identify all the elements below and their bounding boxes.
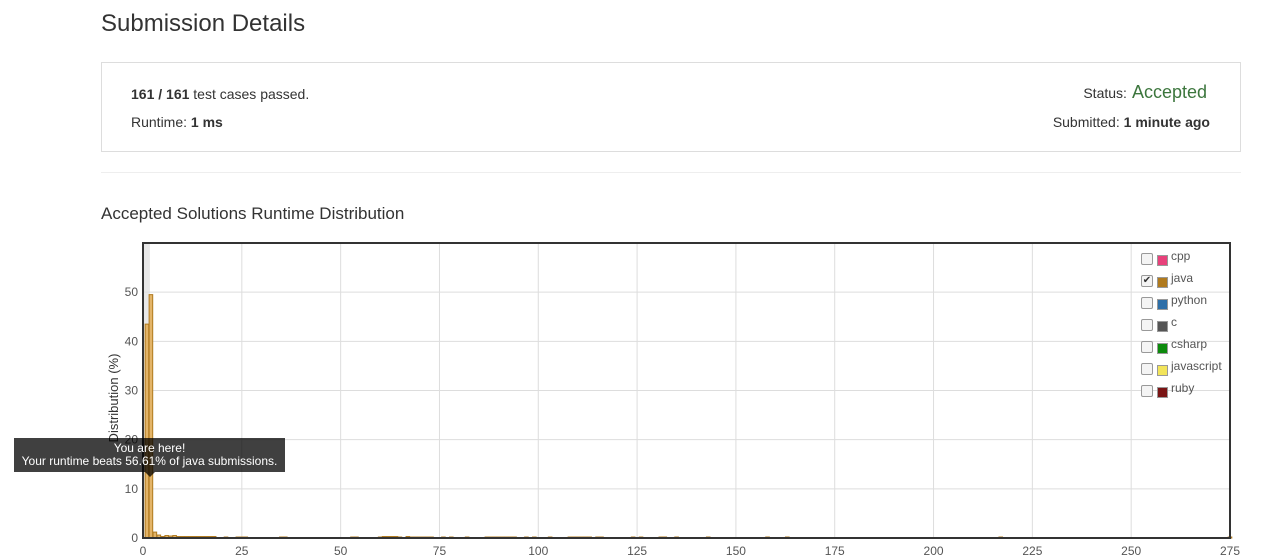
tooltip-arrow xyxy=(145,472,155,477)
legend-checkbox-cpp[interactable] xyxy=(1141,253,1153,265)
runtime-value: 1 ms xyxy=(190,114,223,130)
legend-swatch-ruby xyxy=(1157,386,1168,398)
legend-label-javascript: javascript xyxy=(1171,359,1222,373)
y-tick-label: 50 xyxy=(125,285,139,299)
x-tick-label: 100 xyxy=(528,544,548,558)
total-count: 161 xyxy=(166,86,190,102)
submitted-value: 1 minute ago xyxy=(1123,114,1210,130)
legend-item-javascript[interactable]: javascript xyxy=(1140,358,1232,380)
status-summary: Status: Accepted xyxy=(1083,82,1207,103)
legend-swatch-cpp xyxy=(1157,254,1168,266)
passed-count: 161 xyxy=(131,86,155,102)
status-value[interactable]: Accepted xyxy=(1131,82,1207,102)
cases-suffix: test cases passed. xyxy=(189,86,310,102)
legend-label-c: c xyxy=(1171,315,1177,329)
y-tick-label: 10 xyxy=(125,482,139,496)
legend-checkbox-java[interactable]: ✔ xyxy=(1141,275,1153,287)
legend-label-ruby: ruby xyxy=(1171,381,1195,395)
page-title: Submission Details xyxy=(101,10,306,37)
legend-item-cpp[interactable]: cpp xyxy=(1140,248,1232,270)
x-tick-label: 225 xyxy=(1022,544,1042,558)
plot-frame xyxy=(142,242,1231,539)
y-tick-label: 30 xyxy=(125,384,139,398)
tooltip-title: You are here! xyxy=(113,441,186,455)
x-tick-label: 50 xyxy=(334,544,348,558)
chart-section-title: Accepted Solutions Runtime Distribution xyxy=(101,204,405,223)
x-tick-label: 200 xyxy=(924,544,944,558)
legend-swatch-csharp xyxy=(1157,342,1168,354)
x-tick-label: 150 xyxy=(726,544,746,558)
legend-checkbox-ruby[interactable] xyxy=(1141,385,1153,397)
legend-item-ruby[interactable]: ruby xyxy=(1140,380,1232,402)
submission-details-panel: 161 / 161 test cases passed. Runtime: 1 … xyxy=(101,62,1241,152)
legend-item-python[interactable]: python xyxy=(1140,292,1232,314)
legend-swatch-java xyxy=(1157,276,1168,288)
legend-swatch-javascript xyxy=(1157,364,1168,376)
bar-java xyxy=(144,323,150,539)
chart-legend: cpp ✔ java python c csharp javascript ruby xyxy=(1140,248,1232,402)
tooltip-message: Your runtime beats 56.61% of java submis… xyxy=(21,454,278,468)
y-tick-label: 0 xyxy=(131,531,138,545)
legend-item-java[interactable]: ✔ java xyxy=(1140,270,1232,292)
x-tick-label: 175 xyxy=(825,544,845,558)
legend-item-c[interactable]: c xyxy=(1140,314,1232,336)
x-tick-label: 75 xyxy=(433,544,447,558)
bar-java xyxy=(148,294,154,539)
y-axis-label: Distribution (%) xyxy=(106,354,121,443)
legend-swatch-c xyxy=(1157,320,1168,332)
legend-checkbox-csharp[interactable] xyxy=(1141,341,1153,353)
legend-label-java: java xyxy=(1171,271,1194,285)
section-divider xyxy=(101,172,1241,173)
status-label: Status: xyxy=(1083,85,1127,101)
legend-item-csharp[interactable]: csharp xyxy=(1140,336,1232,358)
runtime-summary: Runtime: 1 ms xyxy=(131,114,223,130)
x-tick-label: 0 xyxy=(140,544,147,558)
legend-label-python: python xyxy=(1171,293,1208,307)
submitted-label: Submitted: xyxy=(1052,114,1124,130)
x-tick-label: 250 xyxy=(1121,544,1141,558)
legend-swatch-python xyxy=(1157,298,1168,310)
submitted-summary: Submitted: 1 minute ago xyxy=(1053,114,1210,130)
legend-checkbox-c[interactable] xyxy=(1141,319,1153,331)
y-tick-label: 40 xyxy=(125,334,139,348)
x-tick-label: 25 xyxy=(235,544,249,558)
test-cases-summary: 161 / 161 test cases passed. xyxy=(131,86,309,102)
legend-label-cpp: cpp xyxy=(1171,249,1191,263)
x-tick-label: 275 xyxy=(1220,544,1240,558)
runtime-tooltip: You are here! Your runtime beats 56.61% … xyxy=(14,438,285,472)
legend-label-csharp: csharp xyxy=(1171,337,1208,351)
runtime-label: Runtime: xyxy=(131,114,191,130)
x-tick-label: 125 xyxy=(627,544,647,558)
cases-separator: / xyxy=(154,86,167,102)
legend-checkbox-javascript[interactable] xyxy=(1141,363,1153,375)
legend-checkbox-python[interactable] xyxy=(1141,297,1153,309)
